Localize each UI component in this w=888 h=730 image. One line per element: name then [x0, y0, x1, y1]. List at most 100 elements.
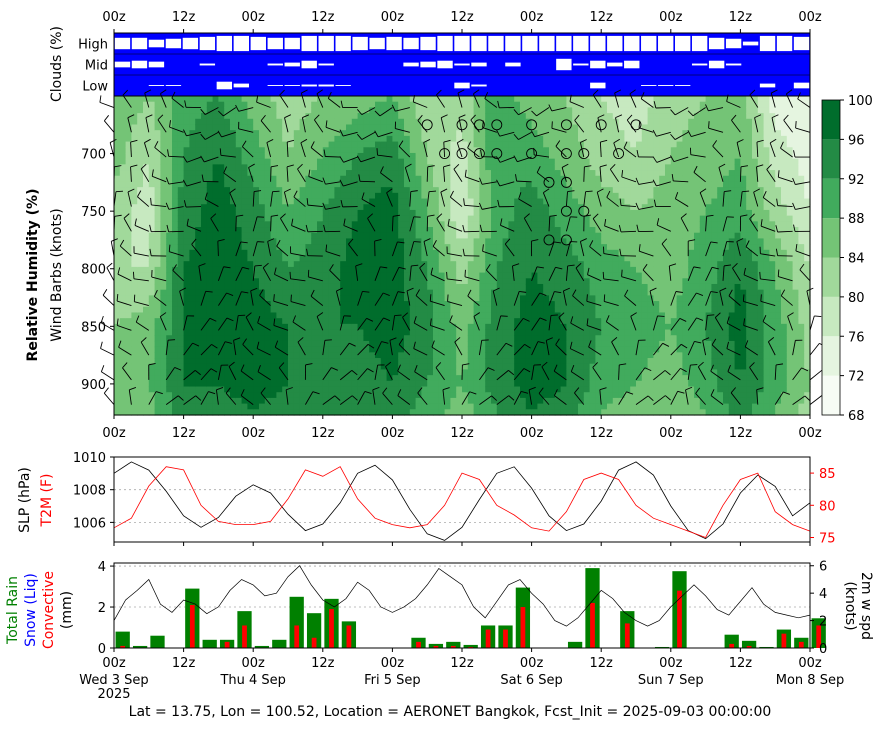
rh-cell — [467, 101, 475, 108]
rh-cell — [172, 204, 179, 211]
rh-cell — [183, 261, 190, 268]
rh-cell — [485, 209, 492, 217]
rh-cell — [543, 244, 550, 251]
rh-cell — [491, 283, 498, 291]
rh-cell — [259, 227, 266, 234]
rh-cell — [589, 283, 596, 291]
rh-cell — [525, 346, 533, 353]
rh-cell — [508, 141, 515, 148]
rh-cell — [572, 409, 579, 416]
rh-cell — [119, 306, 127, 314]
rh-cell — [172, 369, 179, 376]
rh-cell — [485, 369, 492, 376]
rh-cell — [276, 312, 283, 319]
rh-cell — [270, 175, 277, 183]
rh-cell — [462, 386, 469, 393]
rh-cell — [206, 255, 214, 262]
rh-cell — [496, 375, 504, 382]
rh-cell — [438, 187, 446, 194]
rh-cell — [496, 198, 504, 205]
rh-cell — [450, 164, 457, 171]
rh-cell — [264, 323, 272, 331]
rh-cell — [282, 244, 289, 251]
rh-cell — [363, 363, 370, 371]
rh-cell — [357, 135, 364, 143]
rh-cell — [491, 130, 498, 137]
rh-cell — [235, 266, 243, 274]
rh-cell — [328, 209, 335, 217]
rh-cell — [166, 318, 173, 325]
rh-cell — [201, 392, 208, 399]
rh-cell — [386, 244, 393, 251]
rh-cell — [166, 403, 173, 410]
rh-cell — [433, 96, 440, 103]
rh-cell — [322, 204, 330, 211]
rh-cell — [293, 232, 301, 240]
rh-cell — [601, 409, 608, 416]
rh-cell — [456, 363, 463, 371]
rh-cell — [578, 335, 585, 342]
rh-cell — [253, 380, 260, 388]
rh-cell — [531, 107, 538, 114]
rh-cell — [554, 215, 562, 222]
rh-cell — [218, 397, 225, 405]
rh-cell — [206, 124, 214, 131]
rh-cell — [589, 312, 596, 319]
rh-cell — [148, 141, 156, 148]
rh-cell — [340, 403, 347, 410]
rh-cell — [131, 124, 138, 131]
rh-cell — [607, 107, 614, 114]
cloud-cell — [454, 82, 470, 89]
rh-cell — [201, 198, 208, 205]
rh-cell — [409, 232, 417, 240]
rh-cell — [172, 301, 179, 308]
rh-cell — [520, 363, 527, 371]
rh-cell — [502, 392, 509, 399]
rh-cell — [212, 192, 219, 200]
rh-cell — [549, 204, 556, 211]
rh-cell — [467, 164, 475, 171]
rh-cell — [340, 340, 347, 348]
rh-cell — [264, 261, 272, 268]
rh-cell — [578, 323, 585, 331]
rh-cell — [288, 403, 295, 410]
rh-cell — [369, 238, 376, 245]
rh-cell — [154, 158, 161, 165]
rh-cell — [114, 170, 121, 177]
rh-cell — [235, 306, 243, 314]
rh-cell — [560, 221, 567, 228]
rh-cell — [119, 289, 127, 296]
rh-cell — [183, 346, 190, 353]
rh-cell — [560, 392, 567, 399]
rh-cell — [444, 192, 451, 200]
rh-cell — [438, 295, 446, 302]
rh-cell — [357, 340, 364, 348]
rh-cell — [357, 329, 364, 336]
rh-cell — [438, 141, 446, 148]
rh-cell — [491, 209, 498, 217]
rh-cell — [572, 392, 579, 399]
rh-cell — [189, 375, 196, 382]
rh-cell — [346, 289, 353, 296]
rh-cell — [595, 187, 602, 194]
rh-cell — [467, 130, 475, 137]
rh-cell — [264, 164, 272, 171]
rh-cell — [305, 141, 312, 148]
rh-cell — [578, 147, 585, 154]
rh-cell — [328, 318, 335, 325]
rh-cell — [467, 409, 475, 416]
rh-cell — [322, 255, 330, 262]
rh-cell — [392, 221, 399, 228]
rh-cell — [322, 181, 330, 188]
rh-cell — [137, 375, 144, 382]
rh-cell — [119, 152, 127, 160]
rh-cell — [340, 358, 347, 365]
rh-cell — [119, 96, 127, 103]
rh-cell — [125, 249, 132, 257]
rh-cell — [288, 215, 295, 222]
rh-cell — [514, 392, 521, 399]
rh-cell — [259, 335, 266, 342]
rh-cell — [172, 135, 179, 143]
rh-cell — [543, 312, 550, 319]
rh-cell — [166, 232, 173, 240]
